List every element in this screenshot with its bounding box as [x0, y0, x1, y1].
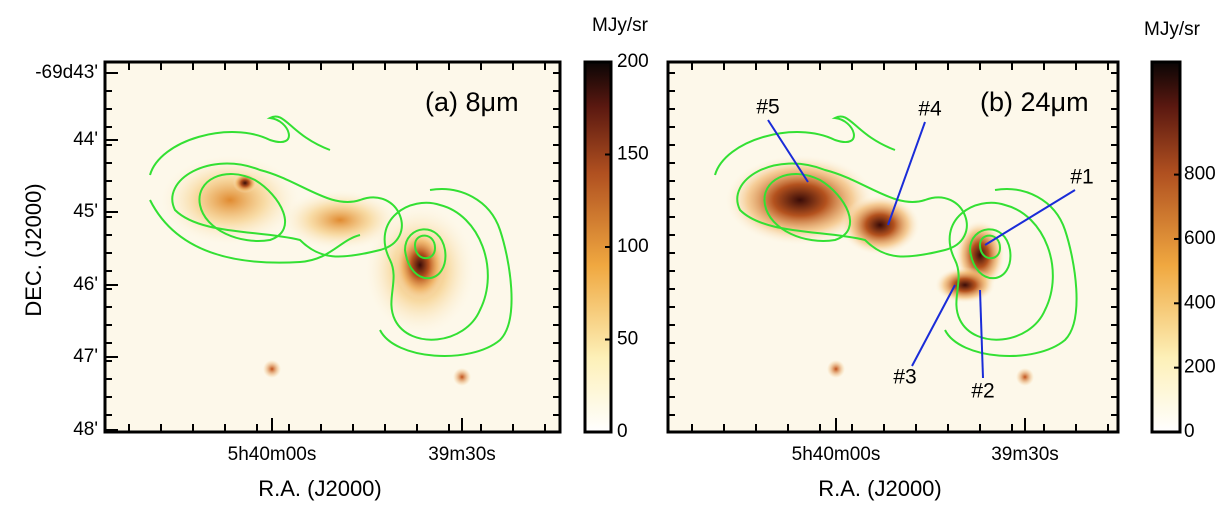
y-tick-label: -69d43'	[35, 62, 98, 83]
y-tick-label: 48'	[73, 419, 98, 440]
source-label: #3	[893, 366, 916, 389]
x-tick-label: 39m30s	[428, 444, 496, 465]
colorbar-tick-label: 50	[617, 329, 638, 350]
source-label: #2	[971, 380, 994, 403]
colorbar-tick-label: 0	[1184, 421, 1195, 442]
y-tick-label: 47'	[73, 346, 98, 367]
colorbar-tick-label: 150	[617, 144, 649, 165]
x-tick-label: 5h40m00s	[792, 444, 881, 465]
panel-label: (a) 8μm	[425, 87, 519, 117]
colorbar-b	[1150, 60, 1182, 434]
x-axis-label: R.A. (J2000)	[818, 476, 942, 501]
colorbar-tick-label: 200	[617, 51, 649, 72]
panel-a-image	[105, 62, 560, 432]
x-axis-label: R.A. (J2000)	[258, 476, 382, 501]
x-tick-label: 39m30s	[991, 444, 1059, 465]
colorbar-tick-label: 800	[1184, 164, 1216, 185]
y-tick-label: 46'	[73, 274, 98, 295]
x-tick-label: 5h40m00s	[228, 444, 317, 465]
source-label: #4	[918, 98, 942, 121]
source-label: #5	[756, 96, 779, 119]
source-label: #1	[1070, 166, 1093, 189]
panel-b-image	[668, 62, 1118, 432]
colorbar-tick-label: 100	[617, 236, 649, 257]
colorbar-tick-label: 600	[1184, 228, 1216, 249]
colorbar-unit: MJy/sr	[592, 15, 649, 36]
panel-b-frame	[666, 60, 1120, 434]
colorbar-tick-label: 0	[617, 421, 628, 442]
colorbar-tick-label: 400	[1184, 292, 1216, 313]
y-tick-label: 45'	[73, 201, 98, 222]
y-tick-label: 44'	[73, 129, 98, 150]
y-axis-label: DEC. (J2000)	[21, 183, 46, 316]
panel-a-frame	[103, 60, 562, 434]
panel-label: (b) 24μm	[980, 87, 1089, 117]
colorbar-tick-label: 200	[1184, 357, 1216, 378]
colorbar-unit: MJy/sr	[1144, 19, 1201, 40]
